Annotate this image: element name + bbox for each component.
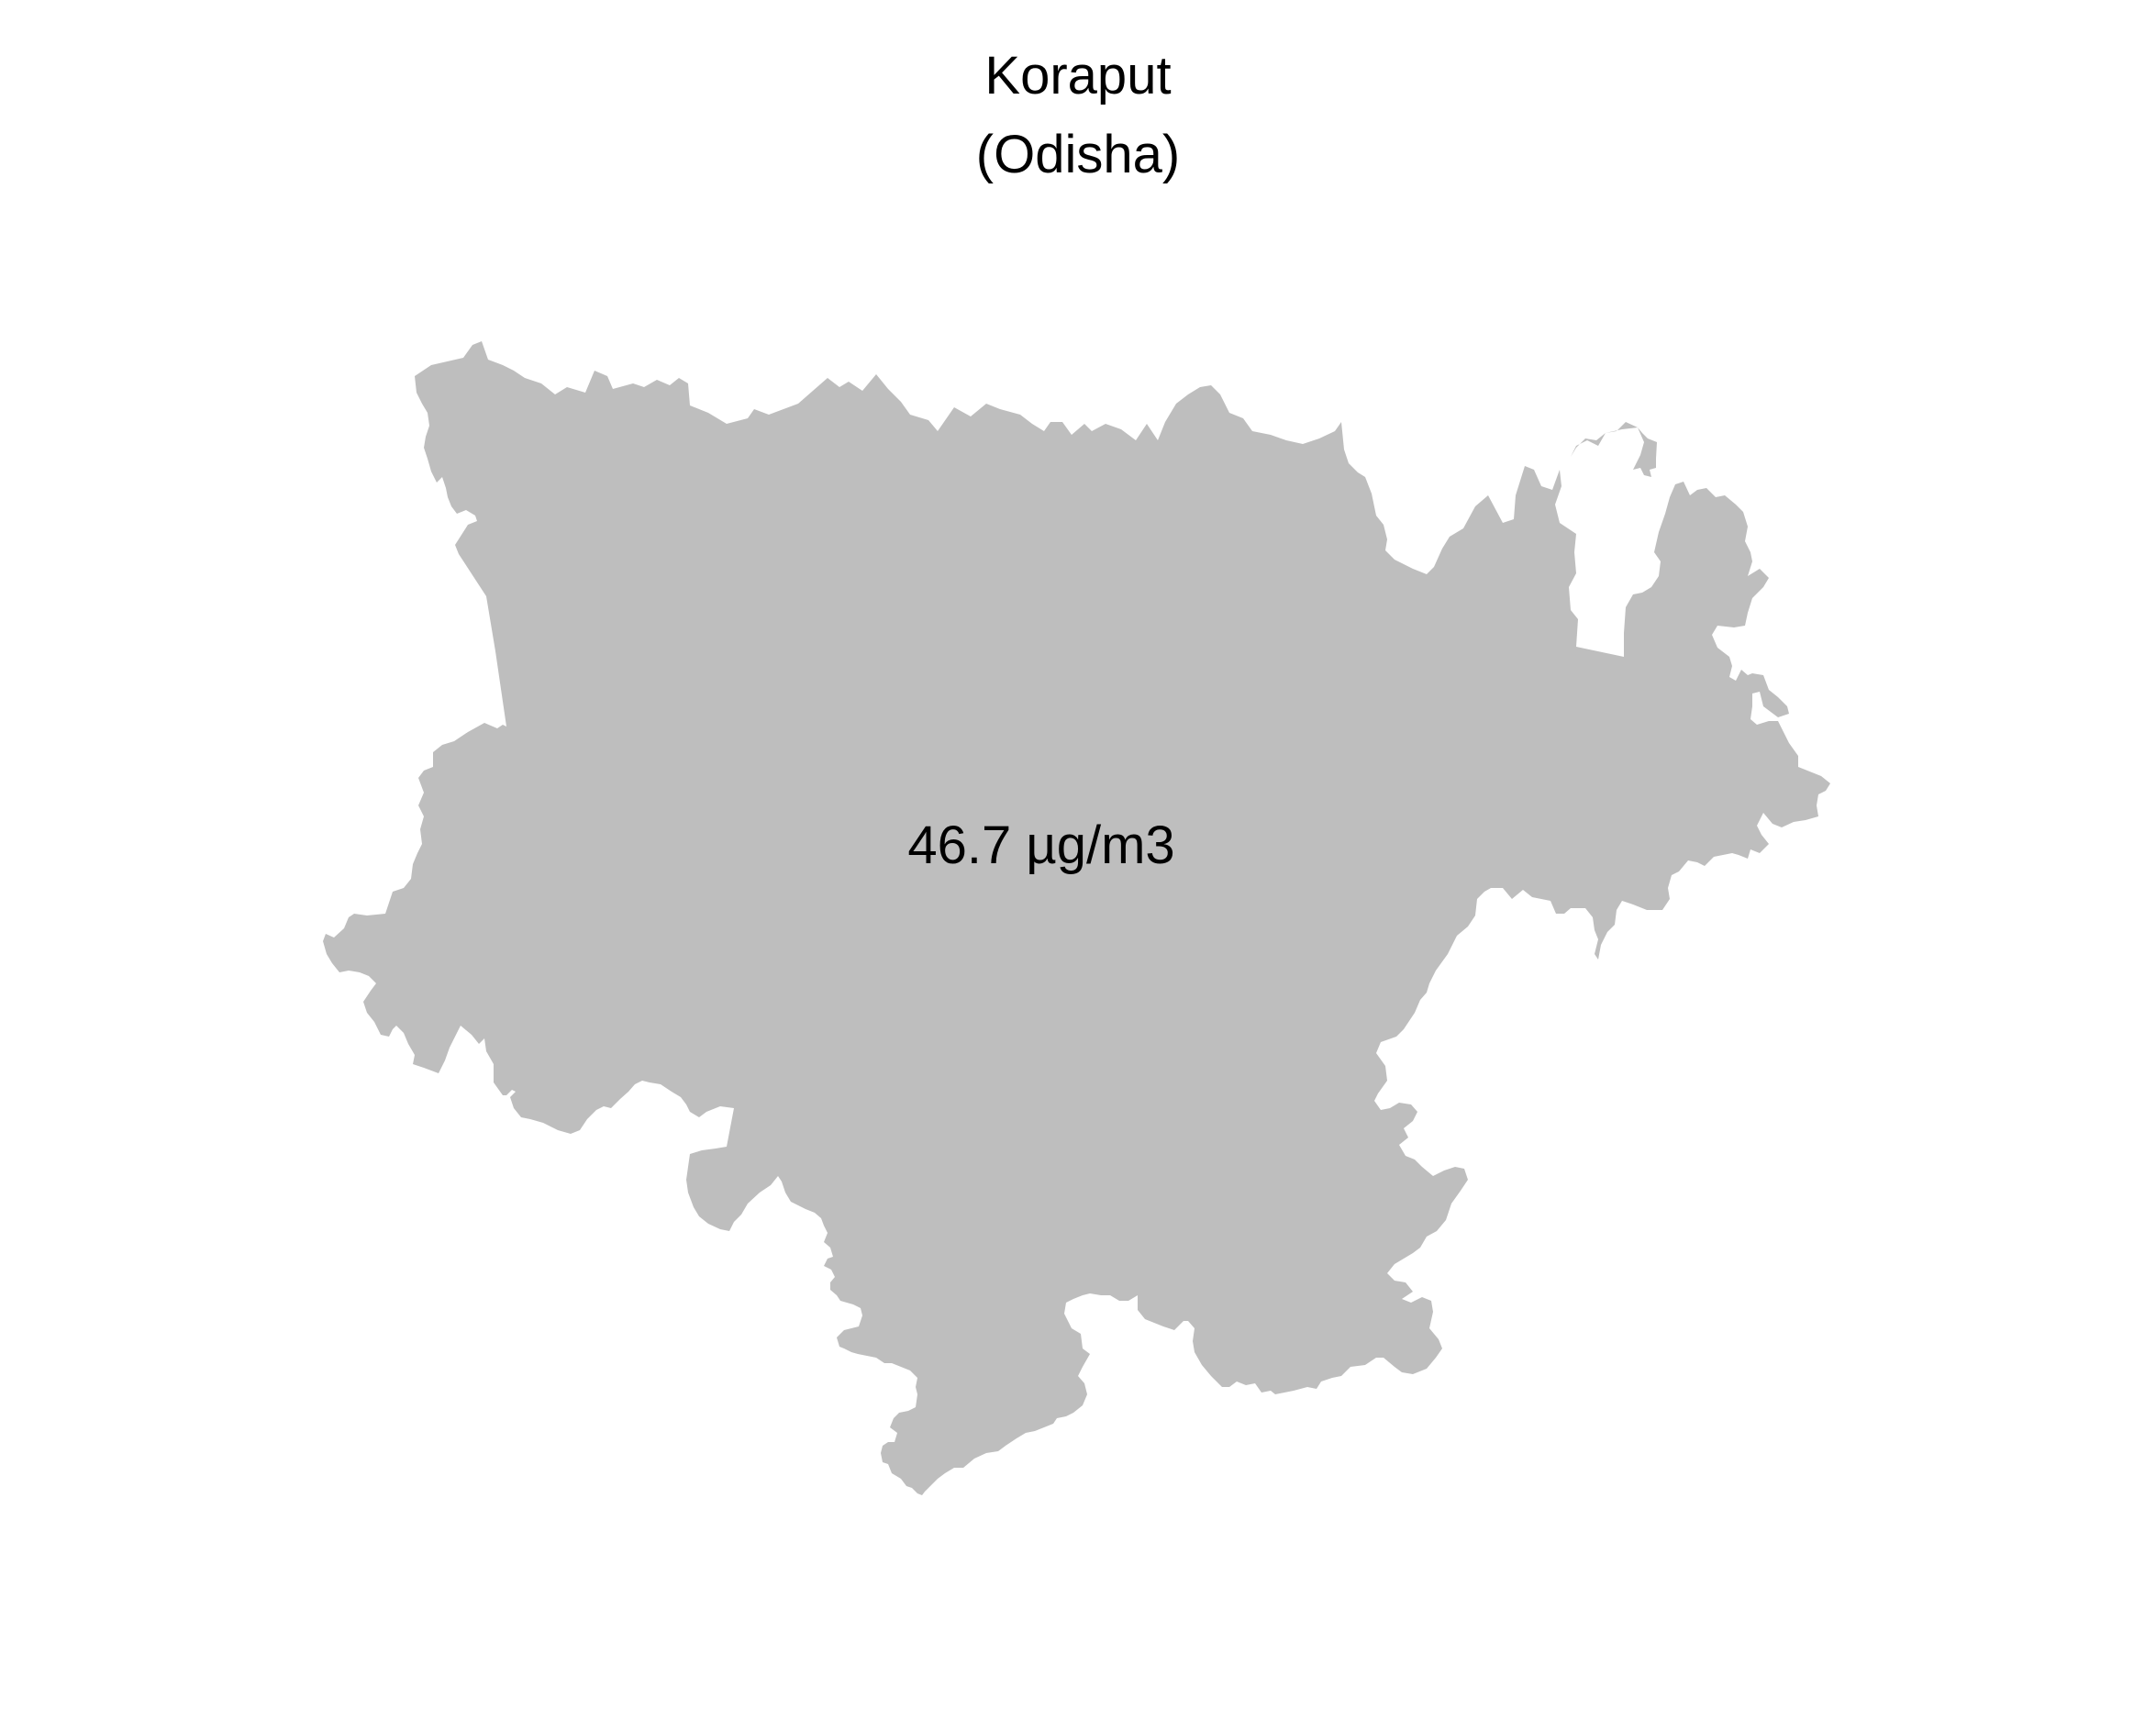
pollution-value-label: 46.7 µg/m3 — [907, 816, 1175, 875]
koraput-district-shape — [323, 341, 1830, 1495]
map-title-block: Koraput (Odisha) — [0, 37, 2156, 194]
map-title: Koraput — [984, 46, 1172, 105]
map-subtitle: (Odisha) — [975, 125, 1181, 184]
